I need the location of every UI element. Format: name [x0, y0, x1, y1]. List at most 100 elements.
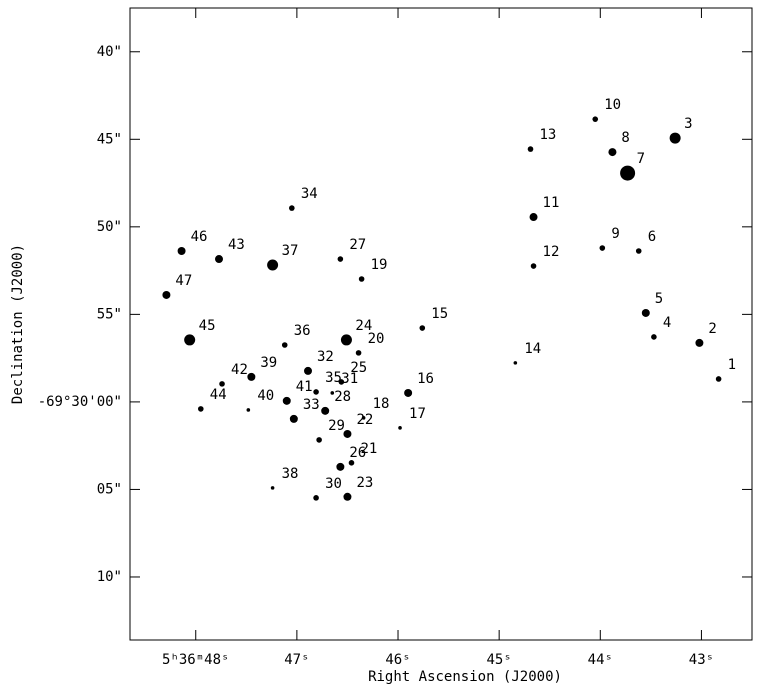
- star-label: 11: [543, 195, 560, 211]
- star-label: 47: [175, 273, 192, 289]
- x-tick-label: 46ˢ: [385, 652, 410, 668]
- star-label: 38: [282, 466, 299, 482]
- star: [348, 460, 355, 466]
- star-label: 30: [325, 476, 342, 492]
- star: [513, 361, 518, 365]
- star-label: 9: [611, 226, 619, 242]
- star: [197, 406, 204, 412]
- star-label: 20: [368, 331, 385, 347]
- star: [695, 338, 704, 347]
- star-label: 13: [540, 127, 557, 143]
- star: [316, 437, 322, 443]
- x-tick-label: 44ˢ: [588, 652, 613, 668]
- star-label: 29: [328, 418, 345, 434]
- star-label: 28: [334, 389, 351, 405]
- star: [641, 308, 650, 317]
- y-axis-title: Declination (J2000): [10, 244, 26, 404]
- star: [321, 406, 330, 415]
- star: [246, 408, 251, 412]
- x-tick-label: 43ˢ: [689, 652, 714, 668]
- x-tick-label: 5ʰ36ᵐ48ˢ: [162, 652, 229, 668]
- star-label: 31: [341, 371, 358, 387]
- y-tick-label: 45": [97, 131, 122, 147]
- star: [361, 416, 366, 420]
- star: [419, 325, 426, 331]
- y-tick-label: 50": [97, 219, 122, 235]
- star: [340, 334, 352, 346]
- star-label: 33: [303, 397, 320, 413]
- star-label: 12: [543, 244, 560, 260]
- star: [715, 376, 722, 382]
- star-label: 22: [356, 412, 373, 428]
- star: [527, 146, 534, 152]
- star: [355, 350, 362, 356]
- star-label: 40: [257, 388, 274, 404]
- star-label: 1: [728, 357, 736, 373]
- star-label: 34: [301, 186, 318, 202]
- star-label: 45: [199, 318, 216, 334]
- star: [289, 414, 298, 423]
- star-label: 27: [349, 237, 366, 253]
- star: [313, 389, 319, 395]
- star-label: 41: [296, 379, 313, 395]
- star: [162, 290, 171, 299]
- star-label: 3: [684, 116, 692, 132]
- y-tick-label: -69°30'00": [38, 394, 122, 410]
- star: [336, 462, 345, 471]
- star: [343, 429, 352, 438]
- star-label: 37: [282, 243, 299, 259]
- x-tick-label: 47ˢ: [284, 652, 309, 668]
- star: [215, 255, 224, 264]
- star: [304, 366, 313, 375]
- star-label: 8: [621, 130, 629, 146]
- star: [177, 246, 186, 255]
- star: [608, 148, 617, 157]
- star: [313, 495, 319, 501]
- star-label: 2: [708, 321, 716, 337]
- star-label: 44: [210, 387, 227, 403]
- star: [343, 492, 352, 501]
- star: [651, 334, 657, 340]
- star-label: 24: [355, 318, 372, 334]
- star: [281, 342, 288, 348]
- star-label: 21: [360, 441, 377, 457]
- star-label: 19: [371, 257, 388, 273]
- star: [358, 276, 365, 282]
- star: [398, 426, 402, 430]
- star-label: 43: [228, 237, 245, 253]
- star-label: 39: [260, 355, 277, 371]
- star-label: 5: [655, 291, 663, 307]
- star-label: 36: [294, 323, 311, 339]
- star-label: 17: [409, 406, 426, 422]
- star: [529, 213, 538, 222]
- star-label: 46: [191, 229, 208, 245]
- star-label: 26: [349, 445, 366, 461]
- star: [404, 388, 413, 397]
- star: [337, 256, 344, 262]
- star-label: 10: [604, 97, 621, 113]
- star: [330, 391, 335, 395]
- x-axis-title: Right Ascension (J2000): [368, 669, 562, 685]
- star: [620, 165, 636, 181]
- star: [338, 379, 345, 385]
- star-label: 35: [325, 370, 342, 386]
- star: [219, 381, 225, 387]
- star-label: 23: [356, 475, 373, 491]
- star: [267, 259, 279, 271]
- x-tick-label: 45ˢ: [487, 652, 512, 668]
- star: [289, 205, 295, 211]
- star-label: 6: [648, 229, 656, 245]
- star-label: 16: [417, 371, 434, 387]
- star-label: 32: [317, 349, 334, 365]
- y-tick-label: 55": [97, 306, 122, 322]
- star-label: 14: [524, 341, 541, 357]
- star: [635, 248, 642, 254]
- star-label: 4: [663, 315, 671, 331]
- star-label: 25: [350, 360, 367, 376]
- star: [184, 334, 196, 346]
- y-tick-label: 05": [97, 481, 122, 497]
- star: [247, 372, 256, 381]
- plot-frame: [129, 7, 753, 641]
- star: [282, 396, 291, 405]
